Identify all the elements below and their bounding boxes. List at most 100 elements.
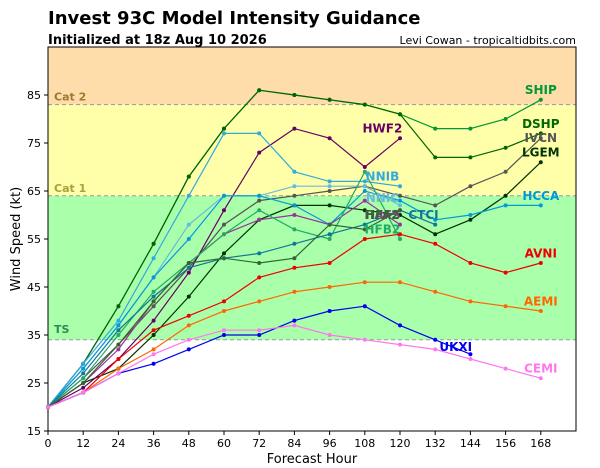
point-lgem: [468, 217, 473, 222]
point-avni: [538, 261, 543, 265]
point-avni: [222, 299, 226, 304]
x-tick-label: 60: [217, 437, 231, 450]
point-dshp: [327, 97, 332, 102]
point-lgem: [362, 208, 367, 213]
point-ukxi: [433, 337, 438, 342]
point-hafs: [292, 213, 297, 217]
point-aemi: [468, 299, 473, 304]
point-hcca: [151, 275, 156, 280]
point-hfa2: [257, 261, 262, 265]
point-cemi: [116, 371, 121, 376]
point-ivcn: [538, 136, 543, 141]
chart-subtitle: Initialized at 18z Aug 10 2026: [48, 33, 267, 48]
point-hwf2: [362, 165, 367, 169]
point-lgem: [186, 294, 191, 299]
point-nnib: [398, 184, 402, 189]
model-label-nnic: NNIC: [366, 191, 400, 205]
model-label-ship: SHIP: [525, 83, 557, 97]
point-ukxi: [362, 304, 367, 309]
point-hcca: [362, 189, 367, 193]
model-label-nnib: NNIB: [366, 170, 400, 184]
point-dshp: [186, 174, 191, 179]
point-hfb2: [81, 376, 86, 381]
y-tick-label: 85: [27, 89, 41, 102]
point-ivcn: [433, 203, 438, 208]
point-hfb2: [116, 333, 121, 337]
point-ship: [433, 126, 438, 131]
point-aemi: [327, 285, 332, 289]
point-hfb2: [327, 237, 332, 241]
chart-title: Invest 93C Model Intensity Guidance: [48, 8, 420, 29]
y-tick-label: 25: [27, 377, 41, 390]
point-aemi: [433, 289, 438, 294]
point-lgem: [398, 213, 402, 217]
point-hcca: [116, 323, 121, 328]
point-dshp: [433, 155, 438, 160]
point-hcca: [292, 203, 297, 208]
point-hcca: [257, 193, 262, 198]
point-hwf2: [186, 270, 191, 275]
model-label-hafs: HAFS: [364, 208, 400, 222]
point-hfa2: [81, 381, 86, 385]
point-ukxi: [151, 361, 156, 366]
point-hafs: [257, 217, 262, 222]
point-hfb2: [222, 232, 226, 237]
point-hfa2: [151, 299, 156, 304]
point-dshp: [151, 241, 156, 246]
point-ctci: [292, 241, 297, 246]
point-hfb2: [398, 237, 402, 241]
point-cemi: [81, 390, 86, 395]
point-ctci: [257, 251, 262, 256]
y-tick-label: 15: [27, 425, 41, 438]
point-aemi: [398, 280, 402, 285]
point-lgem: [503, 193, 508, 198]
x-tick-label: 48: [182, 437, 196, 450]
point-avni: [186, 313, 191, 318]
point-lgem: [538, 160, 543, 165]
model-label-ivcn: IVCN: [524, 131, 557, 145]
point-ship: [503, 117, 508, 121]
x-tick-label: 120: [390, 437, 411, 450]
point-hcca: [468, 213, 473, 217]
point-hcca: [503, 203, 508, 208]
band-cat-2: [48, 47, 576, 105]
band-label: Cat 1: [54, 182, 86, 195]
point-ctci: [433, 222, 438, 227]
point-hwf2: [151, 318, 156, 323]
x-tick-label: 144: [460, 437, 481, 450]
point-nnic: [362, 184, 367, 189]
point-avni: [433, 241, 438, 246]
point-lgem: [151, 333, 156, 337]
point-dshp: [362, 102, 367, 107]
x-tick-label: 168: [530, 437, 551, 450]
band-label: TS: [54, 323, 70, 336]
point-aemi: [362, 280, 367, 285]
point-aemi: [151, 347, 156, 352]
point-ctci: [362, 222, 367, 227]
model-label-hwf2: HWF2: [362, 122, 402, 136]
point-aemi: [222, 309, 226, 313]
point-aemi: [538, 309, 543, 313]
point-ukxi: [327, 309, 332, 313]
point-dshp: [116, 304, 121, 309]
point-cemi: [257, 328, 262, 333]
point-hfa2: [222, 256, 226, 261]
point-ivcn: [257, 198, 262, 203]
point-dshp: [468, 155, 473, 160]
plot-area: TS Cat 1 Cat 2 15 25 35 45 55 65 75 85 0 12 24 36 48 60 7…: [27, 46, 577, 450]
point-hwf2: [327, 136, 332, 141]
point-hwf2: [81, 385, 86, 390]
x-tick-label: 108: [354, 437, 375, 450]
point-ukxi: [257, 333, 262, 337]
band-ts: [48, 195, 576, 340]
point-avni: [292, 265, 297, 270]
y-tick-label: 35: [27, 329, 41, 342]
point-cemi: [327, 333, 332, 337]
point-hcca: [186, 237, 191, 241]
point-hwf2: [257, 150, 262, 155]
point-hfb2: [151, 289, 156, 294]
point-cemi: [222, 328, 226, 333]
point-hcca: [433, 217, 438, 222]
point-aemi: [186, 323, 191, 328]
